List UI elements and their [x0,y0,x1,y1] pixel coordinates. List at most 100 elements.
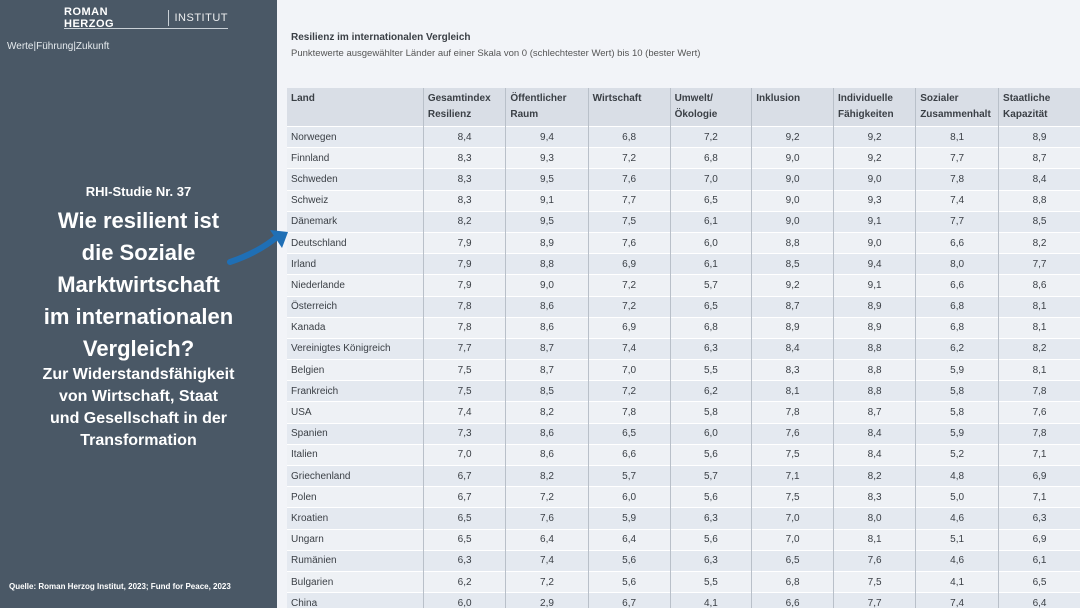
score-cell: 8,9 [832,316,916,339]
column-header: Öffentlicher Raum [505,88,589,127]
column-header-line: Inklusion [756,93,801,104]
arrow-icon [227,230,288,265]
score-cell: 7,4 [915,592,999,608]
score-cell: 5,8 [915,401,999,424]
column-header: Wirtschaft [587,88,671,127]
score-cell: 9,0 [751,168,834,191]
score-cell: 5,7 [669,464,752,487]
score-cell: 7,5 [832,570,916,593]
score-cell: 6,2 [422,570,506,593]
score-cell: 8,6 [505,443,589,466]
table-header: Land Gesamtindex Resilienz Öffentlicher Raum… [287,88,1080,127]
score-cell: 6,6 [915,231,999,254]
score-cell: 7,2 [669,125,752,148]
score-cell: 8,2 [998,231,1080,254]
score-cell: 7,2 [587,274,671,296]
score-cell: 6,7 [422,464,506,487]
score-cell: 4,6 [915,507,999,530]
score-cell: 8,2 [998,337,1080,360]
score-cell: 8,3 [422,147,506,169]
score-cell: 7,6 [751,422,834,445]
country-cell: Italien [287,443,424,466]
logo-name-light: INSTITUT [174,12,228,24]
table-row: Österreich 7,8 8,6 7,2 6,5 8,7 8,9 6,8 8,1 [287,295,1080,318]
country-cell: Bulgarien [287,570,424,593]
score-cell: 8,9 [505,231,589,254]
score-cell: 7,7 [832,592,916,608]
column-header-line: Gesamtindex [427,93,491,104]
score-cell: 8,1 [751,380,834,402]
score-cell: 7,2 [587,147,671,169]
column-header-line: Kapazität [1003,109,1048,120]
score-cell: 4,1 [669,592,752,608]
score-cell: 6,8 [669,316,752,339]
title-line: im internationalen [43,304,234,329]
score-cell: 5,7 [669,274,752,296]
score-cell: 8,2 [505,464,589,487]
score-cell: 8,6 [505,295,589,318]
score-cell: 9,1 [505,189,589,212]
logo-name-bold: ROMAN HERZOG [64,6,115,30]
score-cell: 7,1 [998,486,1080,508]
score-cell: 9,2 [751,274,834,296]
study-number: RHI-Studie Nr. 37 [85,184,192,199]
score-cell: 8,1 [998,359,1080,381]
score-cell: 9,2 [832,125,916,148]
score-cell: 6,6 [751,592,834,608]
score-cell: 6,1 [669,210,752,233]
country-cell: Dänemark [287,210,424,233]
score-cell: 8,9 [751,316,834,339]
score-cell: 5,9 [915,359,999,381]
score-cell: 7,2 [587,295,671,318]
score-cell: 8,3 [422,168,506,191]
table-subtitle: Punktewerte ausgewählter Länder auf eine… [291,48,701,59]
score-cell: 8,6 [998,274,1080,296]
score-cell: 5,5 [669,359,752,381]
score-cell: 8,7 [505,337,589,360]
score-cell: 8,4 [832,422,916,445]
column-header-line: Land [291,93,315,104]
score-cell: 7,6 [587,168,671,191]
score-cell: 6,8 [915,316,999,339]
score-cell: 7,0 [669,168,752,191]
column-header-line: Öffentlicher [510,93,567,104]
score-cell: 6,9 [587,253,671,275]
table-body: Norwegen 8,4 9,4 6,8 7,2 9,2 9,2 8,1 8,9 Finnland… [287,125,1080,608]
score-cell: 7,7 [422,337,506,360]
country-cell: Deutschland [287,231,424,254]
score-cell: 7,5 [587,210,671,233]
score-cell: 7,6 [832,549,916,572]
score-cell: 6,1 [669,253,752,275]
table-title: Resilienz im internationalen Vergleich [291,32,471,43]
score-cell: 6,2 [669,380,752,402]
score-cell: 8,3 [422,189,506,212]
score-cell: 7,5 [751,486,834,508]
table-row: Schweden 8,3 9,5 7,6 7,0 9,0 9,0 7,8 8,4 [287,168,1080,191]
score-cell: 6,9 [998,528,1080,551]
score-cell: 8,2 [832,464,916,487]
table-panel: Resilienz im internationalen Vergleich P… [277,0,1080,608]
score-cell: 7,1 [751,464,834,487]
subtitle-line: und Gesellschaft in der [50,410,227,427]
score-cell: 7,5 [751,443,834,466]
score-cell: 7,6 [998,401,1080,424]
score-cell: 9,0 [832,168,916,191]
country-cell: Irland [287,253,424,275]
score-cell: 7,9 [422,231,506,254]
score-cell: 6,8 [587,125,671,148]
score-cell: 8,1 [915,125,999,148]
score-cell: 6,8 [915,295,999,318]
score-cell: 4,1 [915,570,999,593]
table-row: Spanien 7,3 8,6 6,5 6,0 7,6 8,4 5,9 7,8 [287,422,1080,445]
score-cell: 5,8 [669,401,752,424]
score-cell: 5,6 [669,486,752,508]
column-header: Inklusion [751,88,834,127]
score-cell: 5,6 [669,528,752,551]
table-row: Frankreich 7,5 8,5 7,2 6,2 8,1 8,8 5,8 7,8 [287,380,1080,402]
score-cell: 8,3 [751,359,834,381]
score-cell: 6,6 [587,443,671,466]
score-cell: 6,5 [422,507,506,530]
score-cell: 7,0 [587,359,671,381]
score-cell: 6,1 [998,549,1080,572]
tagline: Werte|Führung|Zukunft [7,41,110,52]
